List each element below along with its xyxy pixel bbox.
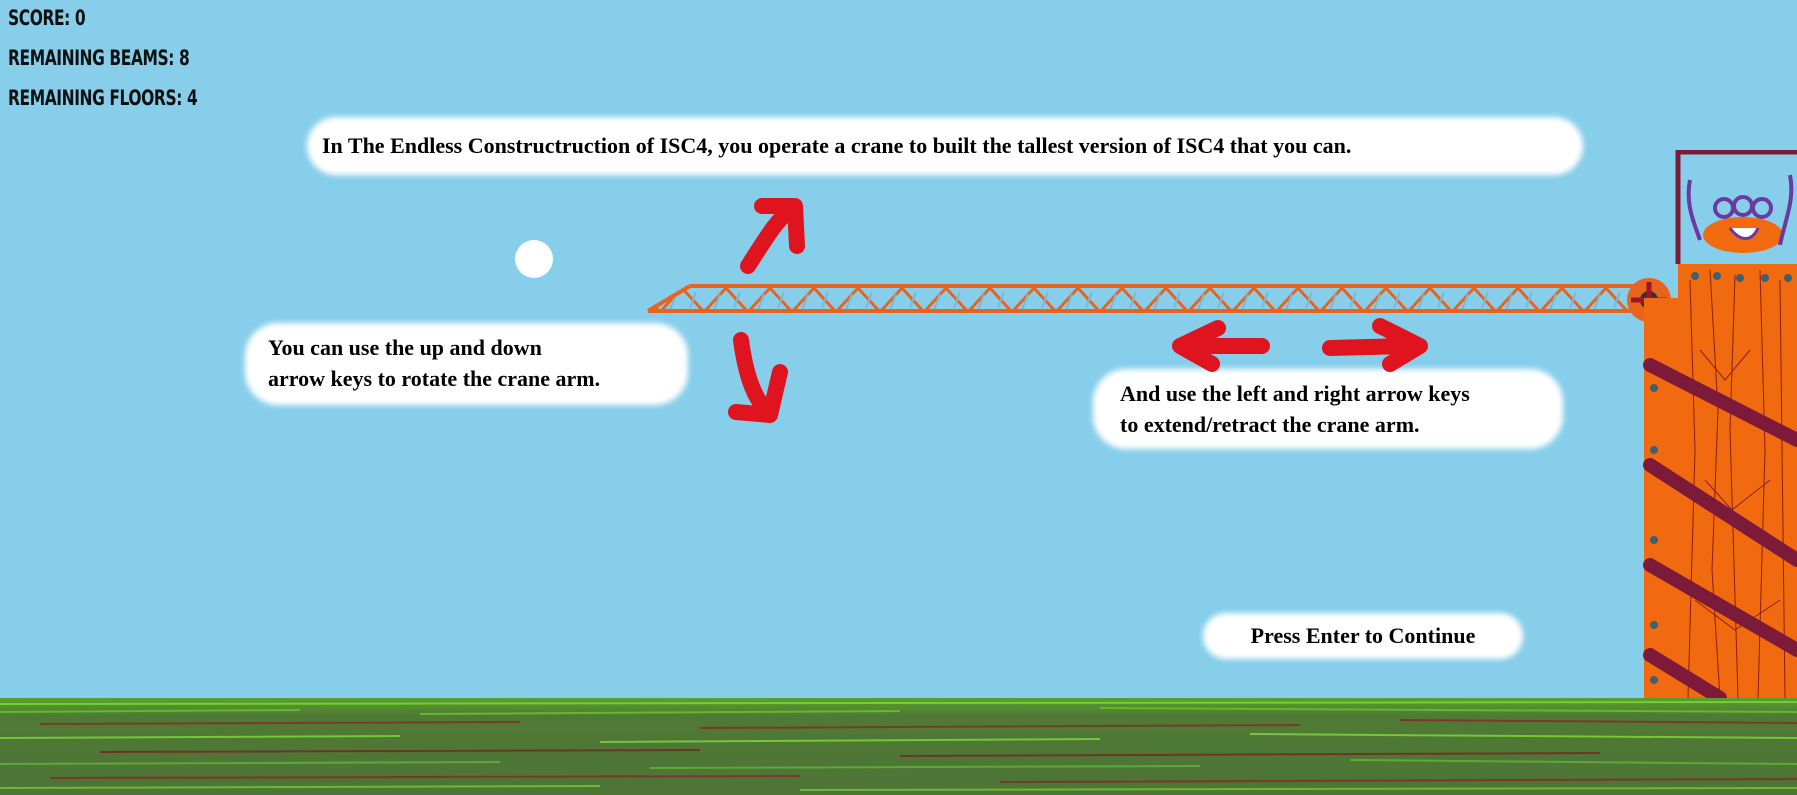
extend-text-line2: to extend/retract the crane arm. (1120, 412, 1420, 437)
crane-operator-icon (1686, 174, 1794, 253)
remaining-beams-label: REMAINING BEAMS: 8 (8, 46, 190, 70)
rotate-up-arrow-icon (740, 198, 805, 274)
extend-text-line1: And use the left and right arrow keys (1120, 381, 1470, 406)
score-label: SCORE: 0 (8, 6, 86, 30)
extend-right-arrow-icon (1322, 318, 1428, 372)
continue-prompt[interactable]: Press Enter to Continue (1208, 618, 1518, 654)
intro-tooltip: In The Endless Constructruction of ISC4,… (312, 122, 1578, 170)
retract-left-arrow-icon (1172, 320, 1270, 372)
wrecking-ball (515, 240, 553, 278)
extend-tooltip: And use the left and right arrow keys to… (1098, 374, 1558, 444)
rotate-text-line1: You can use the up and down (268, 335, 542, 360)
grass-texture (0, 701, 1797, 791)
rotate-down-arrow-icon (728, 332, 788, 423)
intro-text: In The Endless Constructruction of ISC4,… (322, 133, 1352, 158)
continue-text: Press Enter to Continue (1250, 623, 1476, 648)
rotate-text-line2: arrow keys to rotate the crane arm. (268, 366, 601, 391)
grass-ground (0, 698, 1797, 795)
crane-tower (1643, 150, 1797, 698)
remaining-floors-label: REMAINING FLOORS: 4 (8, 86, 198, 110)
rotate-tooltip: You can use the up and down arrow keys t… (250, 328, 683, 400)
